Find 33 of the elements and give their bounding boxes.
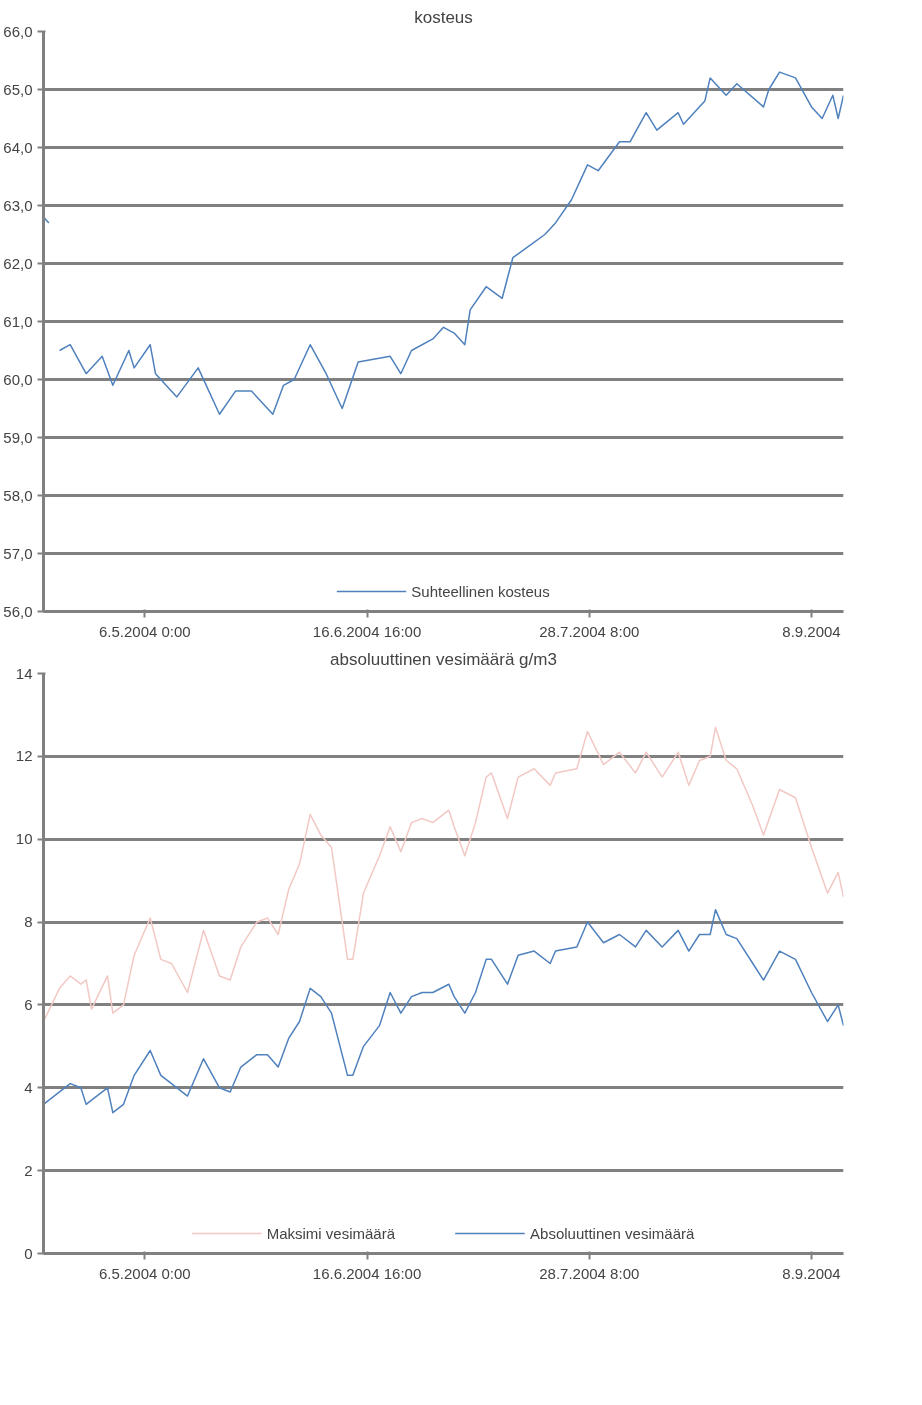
x-tick-label: 16.6.2004 16:00 (312, 1264, 422, 1282)
y-tick-label: 63,0 (3, 196, 33, 214)
y-tick-label: 64,0 (3, 138, 33, 156)
y-tick-label: 8 (24, 913, 33, 931)
x-tick-label: 28.7.2004 8:00 (539, 1264, 640, 1282)
y-tick-label: 0 (24, 1244, 33, 1262)
y-tick-label: 2 (24, 1161, 33, 1179)
legend-label: Absoluuttinen vesimäärä (530, 1224, 695, 1242)
y-tick-label: 66,0 (3, 22, 33, 40)
x-tick-label: 6.5.2004 0:00 (98, 622, 191, 640)
y-tick-label: 62,0 (3, 254, 33, 272)
y-tick-label: 59,0 (3, 428, 33, 446)
chart-title: kosteus (414, 7, 473, 27)
x-tick-label: 28.7.2004 8:00 (539, 622, 640, 640)
y-tick-label: 61,0 (3, 312, 33, 330)
y-tick-label: 14 (15, 664, 33, 682)
legend-label: Suhteellinen kosteus (411, 582, 550, 600)
y-tick-label: 58,0 (3, 486, 33, 504)
x-tick-label: 8.9.2004 (782, 1264, 841, 1282)
legend-label: Maksimi vesimäärä (266, 1224, 396, 1242)
x-tick-label: 6.5.2004 0:00 (98, 1264, 191, 1282)
x-tick-label: 8.9.2004 (782, 622, 841, 640)
y-tick-label: 60,0 (3, 370, 33, 388)
y-tick-label: 56,0 (3, 602, 33, 620)
chart-title: absoluuttinen vesimäärä g/m3 (330, 649, 557, 669)
y-tick-label: 4 (24, 1078, 33, 1096)
y-tick-label: 12 (15, 747, 33, 765)
y-tick-label: 10 (15, 830, 33, 848)
line-series (43, 908, 844, 1114)
y-tick-label: 65,0 (3, 80, 33, 98)
y-tick-label: 6 (24, 995, 33, 1013)
y-tick-label: 57,0 (3, 544, 33, 562)
x-tick-label: 16.6.2004 16:00 (312, 622, 422, 640)
